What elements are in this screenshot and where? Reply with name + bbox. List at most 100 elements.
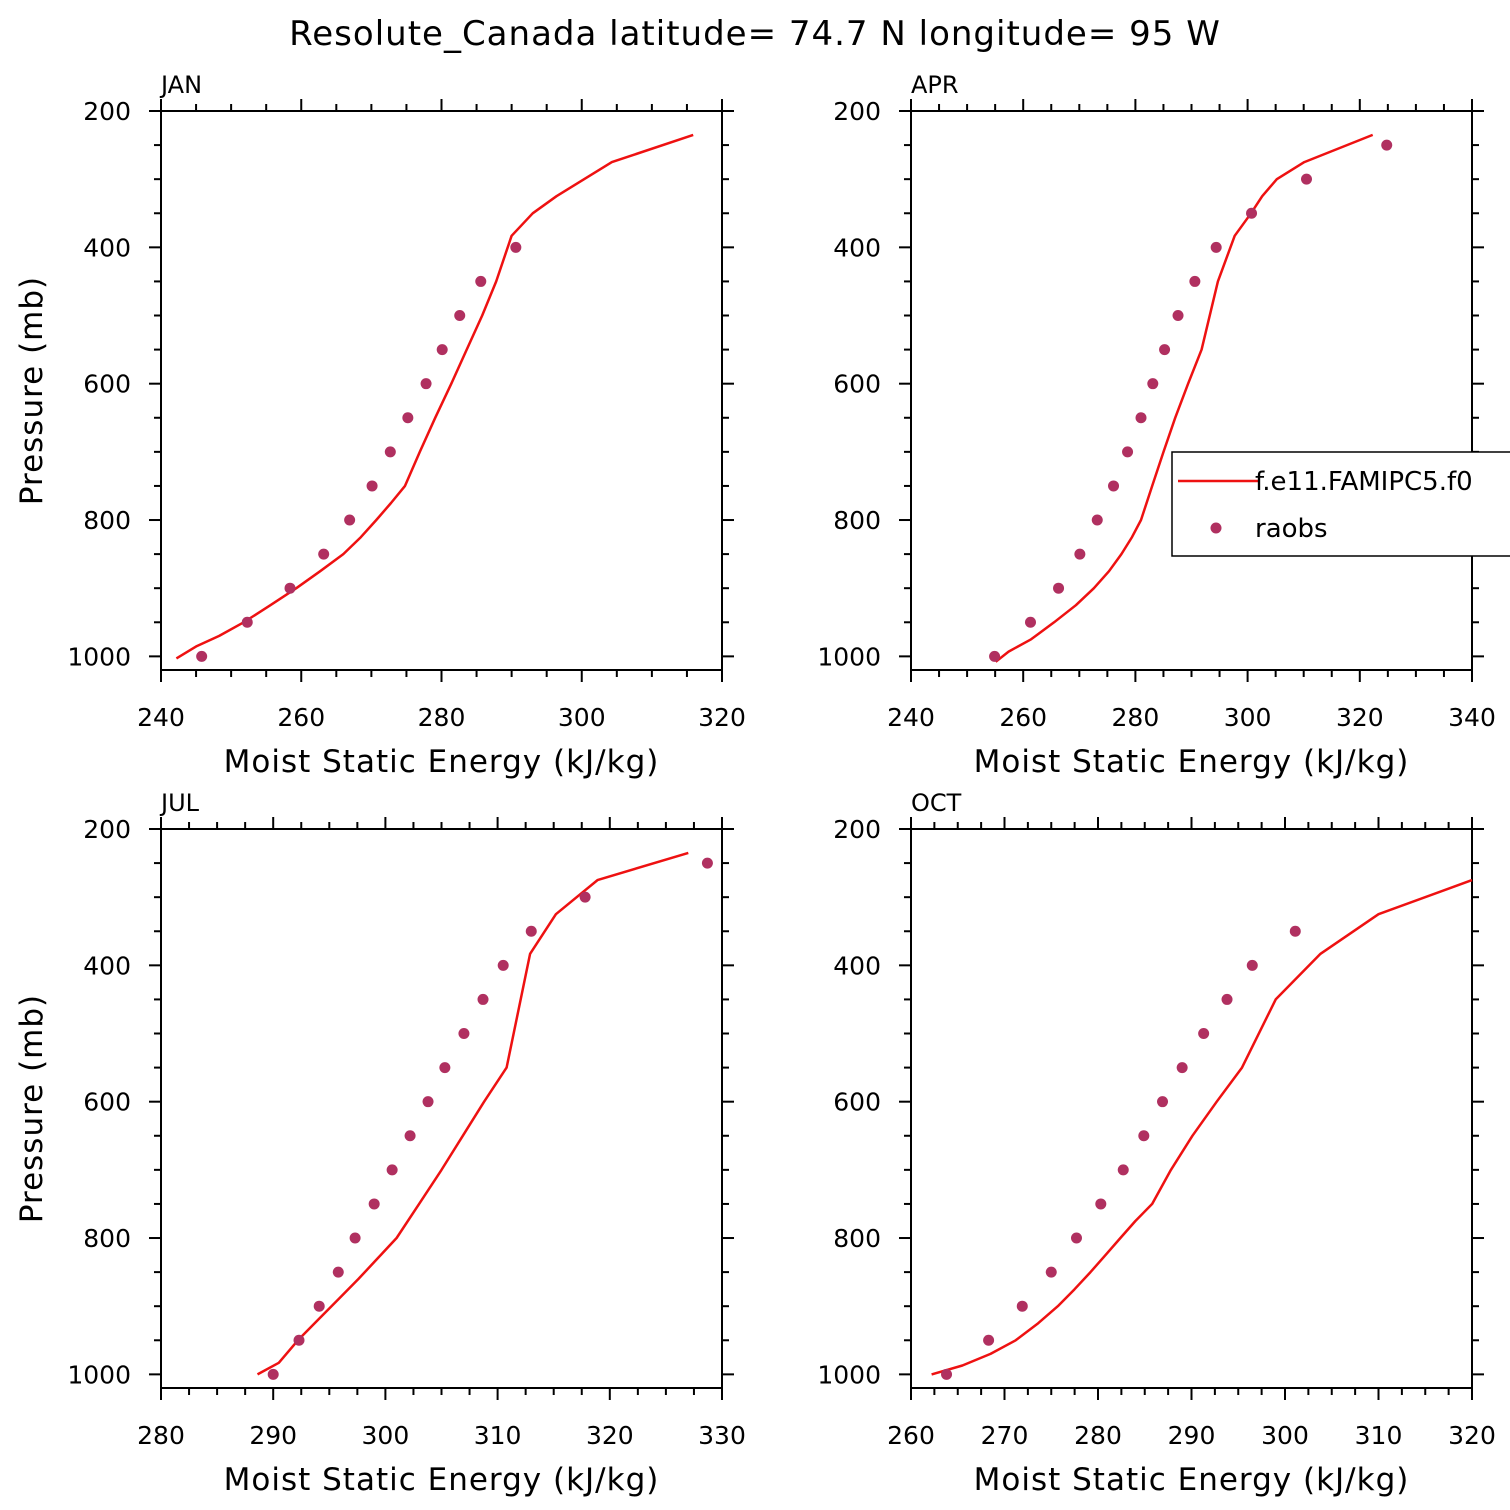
panel-jan-label: JAN xyxy=(159,71,202,99)
panel-oct-y-tick-label: 200 xyxy=(833,815,881,844)
panel-jan-raobs-point xyxy=(284,582,296,594)
panel-apr-frame xyxy=(910,110,1473,671)
panel-apr-raobs-point xyxy=(1147,378,1159,390)
panel-apr-y-tick-label: 400 xyxy=(833,233,881,262)
panel-jul-label: JUL xyxy=(159,789,200,817)
panel-jan-y-axis-title: Pressure (mb) xyxy=(14,276,50,505)
panel-jul-raobs-point xyxy=(404,1130,416,1142)
panel-apr-x-tick-label: 280 xyxy=(1112,703,1160,732)
panel-jan-model-line xyxy=(175,133,694,660)
legend-obs-marker-icon xyxy=(1210,522,1222,534)
panel-jul-raobs-point xyxy=(701,857,713,869)
panel-apr-y-tick-label: 200 xyxy=(833,97,881,126)
panel-oct-raobs-point xyxy=(1246,959,1258,971)
panel-jan-x-tick-label: 320 xyxy=(698,703,746,732)
panel-oct-raobs-point xyxy=(1289,925,1301,937)
panel-jul-x-tick-label: 320 xyxy=(586,1421,634,1450)
panel-apr-raobs-point xyxy=(1172,310,1184,322)
panel-jul-y-tick-label: 1000 xyxy=(67,1360,131,1389)
panel-jan-raobs-point xyxy=(436,344,448,356)
panel-jul-y-tick-label: 400 xyxy=(83,951,131,980)
panel-oct-raobs-points xyxy=(941,925,1301,1380)
panel-jan-raobs-point xyxy=(384,446,396,458)
panel-apr-raobs-point xyxy=(1024,616,1036,628)
panel-apr-y-tick-label: 800 xyxy=(833,506,881,535)
panel-jan-raobs-point xyxy=(510,241,522,253)
panel-apr-x-axis-title: Moist Static Energy (kJ/kg) xyxy=(974,744,1410,780)
panel-oct-raobs-point xyxy=(1198,1028,1210,1040)
legend-model-label: f.e11.FAMIPC5.f0 xyxy=(1255,467,1473,497)
panel-apr-raobs-point xyxy=(1053,582,1065,594)
panel-jul-x-tick-label: 290 xyxy=(249,1421,297,1450)
panel-jul-model-line xyxy=(256,851,689,1376)
panel-jul-raobs-point xyxy=(497,959,509,971)
panel-oct-raobs-point xyxy=(1138,1130,1150,1142)
panel-apr-y-tick-label: 600 xyxy=(833,370,881,399)
panel-jul-raobs-point xyxy=(349,1232,361,1244)
panel-apr-model-line xyxy=(994,133,1374,663)
panel-jul-raobs-point xyxy=(458,1028,470,1040)
panel-jan-y-tick-label: 1000 xyxy=(67,642,131,671)
panel-oct-y-tick-label: 400 xyxy=(833,951,881,980)
panel-jan-frame xyxy=(160,110,723,671)
panel-jul-raobs-point xyxy=(293,1334,305,1346)
panel-oct-x-tick-label: 270 xyxy=(981,1421,1029,1450)
panel-jul-raobs-point xyxy=(267,1368,279,1380)
panel-oct: 260 270 280 290 300 310 320 200 400 600 800 1000 Moi… xyxy=(817,789,1495,1498)
panel-jul-raobs-point xyxy=(386,1164,398,1176)
panel-jul-y-tick-label: 800 xyxy=(83,1224,131,1253)
panel-oct-x-tick-label: 260 xyxy=(887,1421,935,1450)
panel-oct-x-tick-label: 300 xyxy=(1261,1421,1309,1450)
panel-jul-y-tick-label: 600 xyxy=(83,1088,131,1117)
panel-apr-raobs-point xyxy=(1074,548,1086,560)
panel-apr-raobs-point xyxy=(1301,173,1313,185)
panel-oct-frame xyxy=(910,828,1473,1389)
panel-jan-x-axis-title: Moist Static Energy (kJ/kg) xyxy=(224,744,660,780)
panel-oct-x-tick-label: 280 xyxy=(1074,1421,1122,1450)
panel-jan-raobs-point xyxy=(241,616,253,628)
legend-box xyxy=(1171,451,1510,557)
panel-apr-raobs-point xyxy=(1246,207,1258,219)
panels-group: 240 260 280 300 320 200 400 600 800 1000 Moist Sta… xyxy=(14,71,1496,1498)
panel-oct-raobs-point xyxy=(1221,993,1233,1005)
panel-oct-raobs-point xyxy=(1045,1266,1057,1278)
panel-oct-model-line xyxy=(931,878,1473,1376)
panel-jul-raobs-points xyxy=(267,857,713,1380)
panel-oct-raobs-point xyxy=(1016,1300,1028,1312)
panel-apr-raobs-point xyxy=(1159,344,1171,356)
panel-jan: 240 260 280 300 320 200 400 600 800 1000 Moist Sta… xyxy=(14,71,746,780)
panel-jan-x-tick-label: 260 xyxy=(277,703,325,732)
panel-jan-x-tick-label: 240 xyxy=(137,703,185,732)
panel-jul-x-tick-label: 330 xyxy=(698,1421,746,1450)
panel-apr-x-tick-label: 300 xyxy=(1224,703,1272,732)
panel-jan-ticks xyxy=(149,99,734,682)
panel-jan-raobs-points xyxy=(196,241,522,662)
panel-jan-raobs-point xyxy=(366,480,378,492)
panel-oct-y-tick-label: 600 xyxy=(833,1088,881,1117)
panel-apr: 240 260 280 300 320 340 200 400 600 800 1000 Moist … xyxy=(817,71,1495,780)
panel-apr-raobs-point xyxy=(1210,241,1222,253)
panel-apr-raobs-points xyxy=(989,139,1393,662)
panel-jan-x-tick-label: 280 xyxy=(418,703,466,732)
panel-jul-x-tick-label: 280 xyxy=(137,1421,185,1450)
panel-apr-raobs-point xyxy=(1189,275,1201,287)
panel-apr-label: APR xyxy=(911,71,959,99)
panel-jan-raobs-point xyxy=(402,412,414,424)
panel-oct-y-tick-label: 1000 xyxy=(817,1360,881,1389)
panel-apr-raobs-point xyxy=(1122,446,1134,458)
panel-oct-raobs-point xyxy=(983,1334,995,1346)
panel-jul-raobs-point xyxy=(313,1300,325,1312)
panel-oct-raobs-point xyxy=(1070,1232,1082,1244)
panel-apr-x-tick-label: 260 xyxy=(999,703,1047,732)
panel-jan-y-tick-label: 200 xyxy=(83,97,131,126)
panel-apr-raobs-point xyxy=(1135,412,1147,424)
panel-jul-raobs-point xyxy=(579,891,591,903)
panel-jul-ticks xyxy=(149,817,734,1400)
panel-apr-x-tick-label: 240 xyxy=(887,703,935,732)
panel-jan-y-tick-label: 600 xyxy=(83,370,131,399)
panel-oct-label: OCT xyxy=(911,789,962,817)
panel-jul-raobs-point xyxy=(422,1096,434,1108)
panel-oct-x-tick-label: 310 xyxy=(1355,1421,1403,1450)
panel-jul-raobs-point xyxy=(477,993,489,1005)
